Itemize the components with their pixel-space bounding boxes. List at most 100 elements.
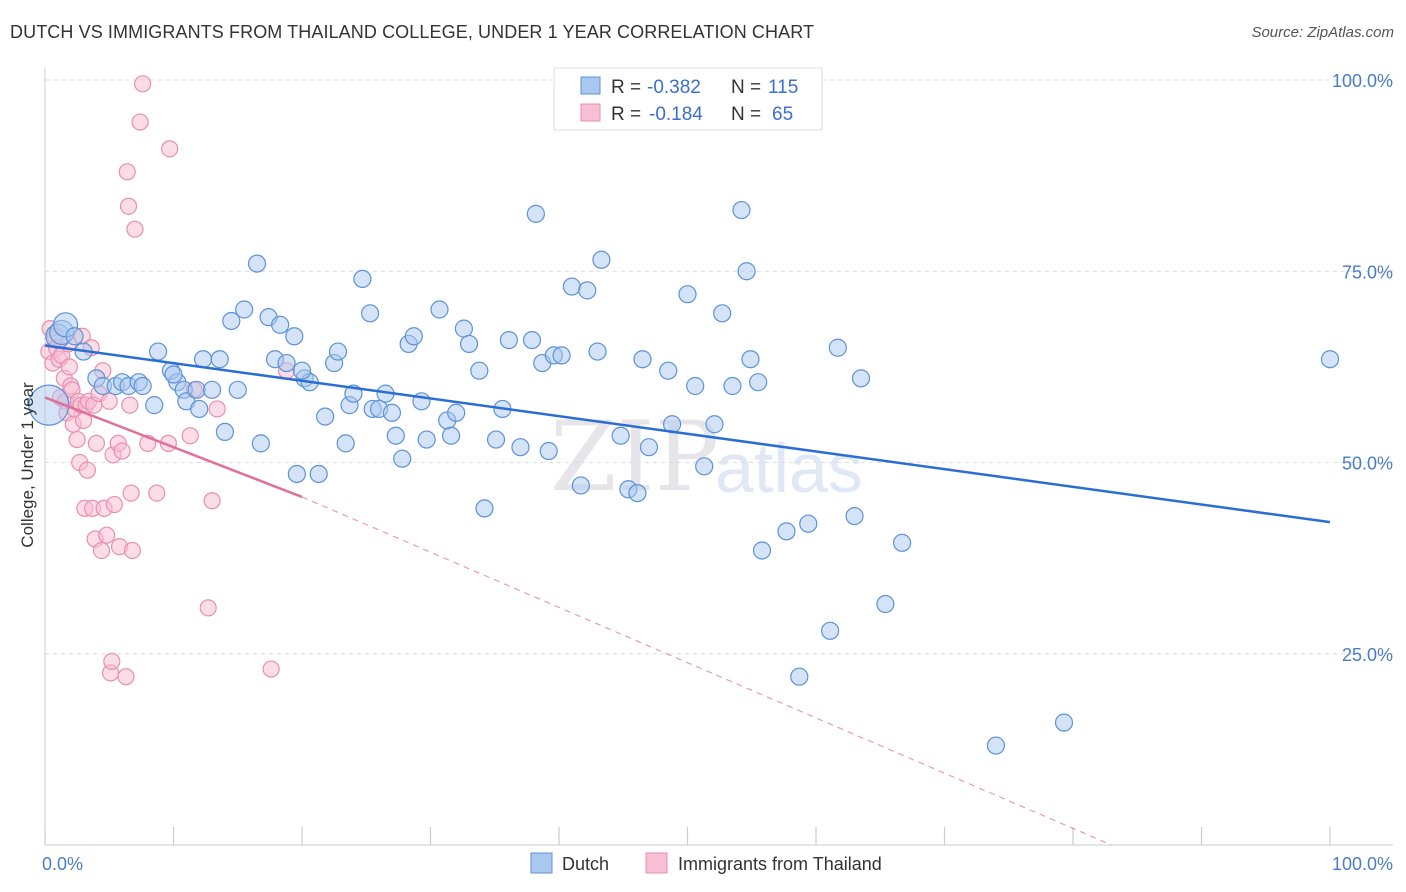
dutch-point <box>526 204 545 223</box>
thailand-point <box>68 430 86 449</box>
thailand-point <box>126 220 144 238</box>
dutch-point <box>552 346 571 365</box>
bottom-legend-thailand-label: Immigrants from Thailand <box>678 854 882 874</box>
dutch-point <box>65 327 84 346</box>
dutch-point <box>353 269 372 288</box>
dutch-point <box>539 441 558 461</box>
dutch-point <box>571 476 590 495</box>
legend-n-value-2: 65 <box>772 104 793 125</box>
thailand-point <box>121 396 139 414</box>
legend-n-label-1: N = <box>731 77 761 98</box>
grid-lines <box>45 79 1393 655</box>
dutch-point <box>309 464 328 484</box>
x-tick-label-1: 100.0% <box>1332 854 1393 874</box>
thailand-point <box>113 442 131 460</box>
tick-labels: 25.0% 50.0% 75.0% 100.0% 0.0% 100.0% <box>42 71 1393 874</box>
dutch-point <box>486 430 506 449</box>
dutch-point <box>164 365 183 384</box>
dutch-point <box>247 254 267 273</box>
dutch-point <box>336 434 355 453</box>
dutch-point <box>316 407 335 426</box>
dutch-point <box>705 415 724 434</box>
dutch-point <box>790 667 809 686</box>
dutch-point <box>1054 713 1074 732</box>
legend-r-label-1: R = <box>611 77 641 98</box>
trend-lines <box>44 344 1331 846</box>
thailand-point <box>98 526 116 544</box>
thailand-point <box>161 140 179 158</box>
dutch-point <box>678 285 697 304</box>
dutch-point <box>222 311 241 331</box>
dutch-point <box>611 426 630 445</box>
dutch-point <box>454 319 474 338</box>
dutch-point <box>271 315 290 334</box>
dutch-point <box>292 361 312 380</box>
legend-thailand-swatch <box>580 103 601 122</box>
dutch-point <box>430 300 449 319</box>
dutch-point <box>277 353 296 373</box>
dutch-point <box>386 426 405 445</box>
dutch-point <box>145 396 164 415</box>
dutch-point <box>828 338 847 357</box>
dutch-point <box>876 594 895 614</box>
dutch-point <box>741 350 760 369</box>
series-legend: Dutch Immigrants from Thailand <box>530 852 882 874</box>
dutch-point <box>639 438 659 457</box>
thailand-trend-extension <box>301 496 1112 846</box>
thailand-point <box>123 541 141 560</box>
dutch-point <box>215 422 234 441</box>
thailand-point <box>262 660 280 678</box>
thailand-point <box>119 197 138 215</box>
y-tick-label-1: 50.0% <box>1342 454 1393 474</box>
thailand-point <box>148 484 166 502</box>
dutch-point <box>522 331 542 350</box>
y-axis-label: College, Under 1 year <box>18 382 37 548</box>
thailand-point <box>208 400 226 418</box>
legend-r-value-1: -0.382 <box>647 77 701 98</box>
thailand-point <box>105 495 123 514</box>
thailand-point <box>92 541 111 560</box>
dutch-point <box>821 621 840 640</box>
thailand-point <box>203 492 221 510</box>
dutch-point <box>441 426 461 445</box>
legend-r-value-2: -0.184 <box>649 104 703 125</box>
chart-title: DUTCH VS IMMIGRANTS FROM THAILAND COLLEG… <box>10 22 815 42</box>
dutch-point <box>228 380 247 399</box>
legend-dutch-swatch <box>580 76 601 95</box>
dutch-point <box>251 434 270 453</box>
bottom-legend-thailand-swatch <box>645 852 668 874</box>
dutch-point <box>328 342 348 361</box>
legend-r-label-2: R = <box>611 104 641 125</box>
y-tick-label-2: 75.0% <box>1342 262 1393 282</box>
dutch-point <box>511 438 530 457</box>
dutch-point <box>499 331 518 350</box>
thailand-point <box>100 392 118 410</box>
thailand-point <box>103 652 121 671</box>
dutch-point <box>633 350 652 369</box>
dutch-point <box>210 350 229 369</box>
thailand-point <box>117 668 135 686</box>
dutch-point <box>459 334 479 354</box>
dutch-point <box>447 403 466 422</box>
dutch-point <box>588 342 607 361</box>
thailand-point <box>122 484 140 502</box>
thailand-point <box>78 461 97 479</box>
dutch-point <box>393 449 412 468</box>
y-tick-label-0: 25.0% <box>1342 645 1393 665</box>
thailand-point <box>60 358 79 376</box>
dutch-point <box>285 327 304 346</box>
dutch-point <box>133 376 152 396</box>
thailand-point <box>199 599 217 617</box>
dutch-point <box>287 464 306 484</box>
dutch-point <box>417 430 436 449</box>
dutch-points <box>28 200 1340 755</box>
bottom-legend-dutch-label: Dutch <box>562 854 609 874</box>
dutch-point <box>361 304 380 323</box>
dutch-point <box>732 200 751 220</box>
dutch-point <box>628 484 647 503</box>
dutch-point <box>470 361 489 380</box>
dutch-point <box>749 373 768 392</box>
legend-n-value-1: 115 <box>768 77 798 98</box>
dutch-point <box>190 399 209 419</box>
